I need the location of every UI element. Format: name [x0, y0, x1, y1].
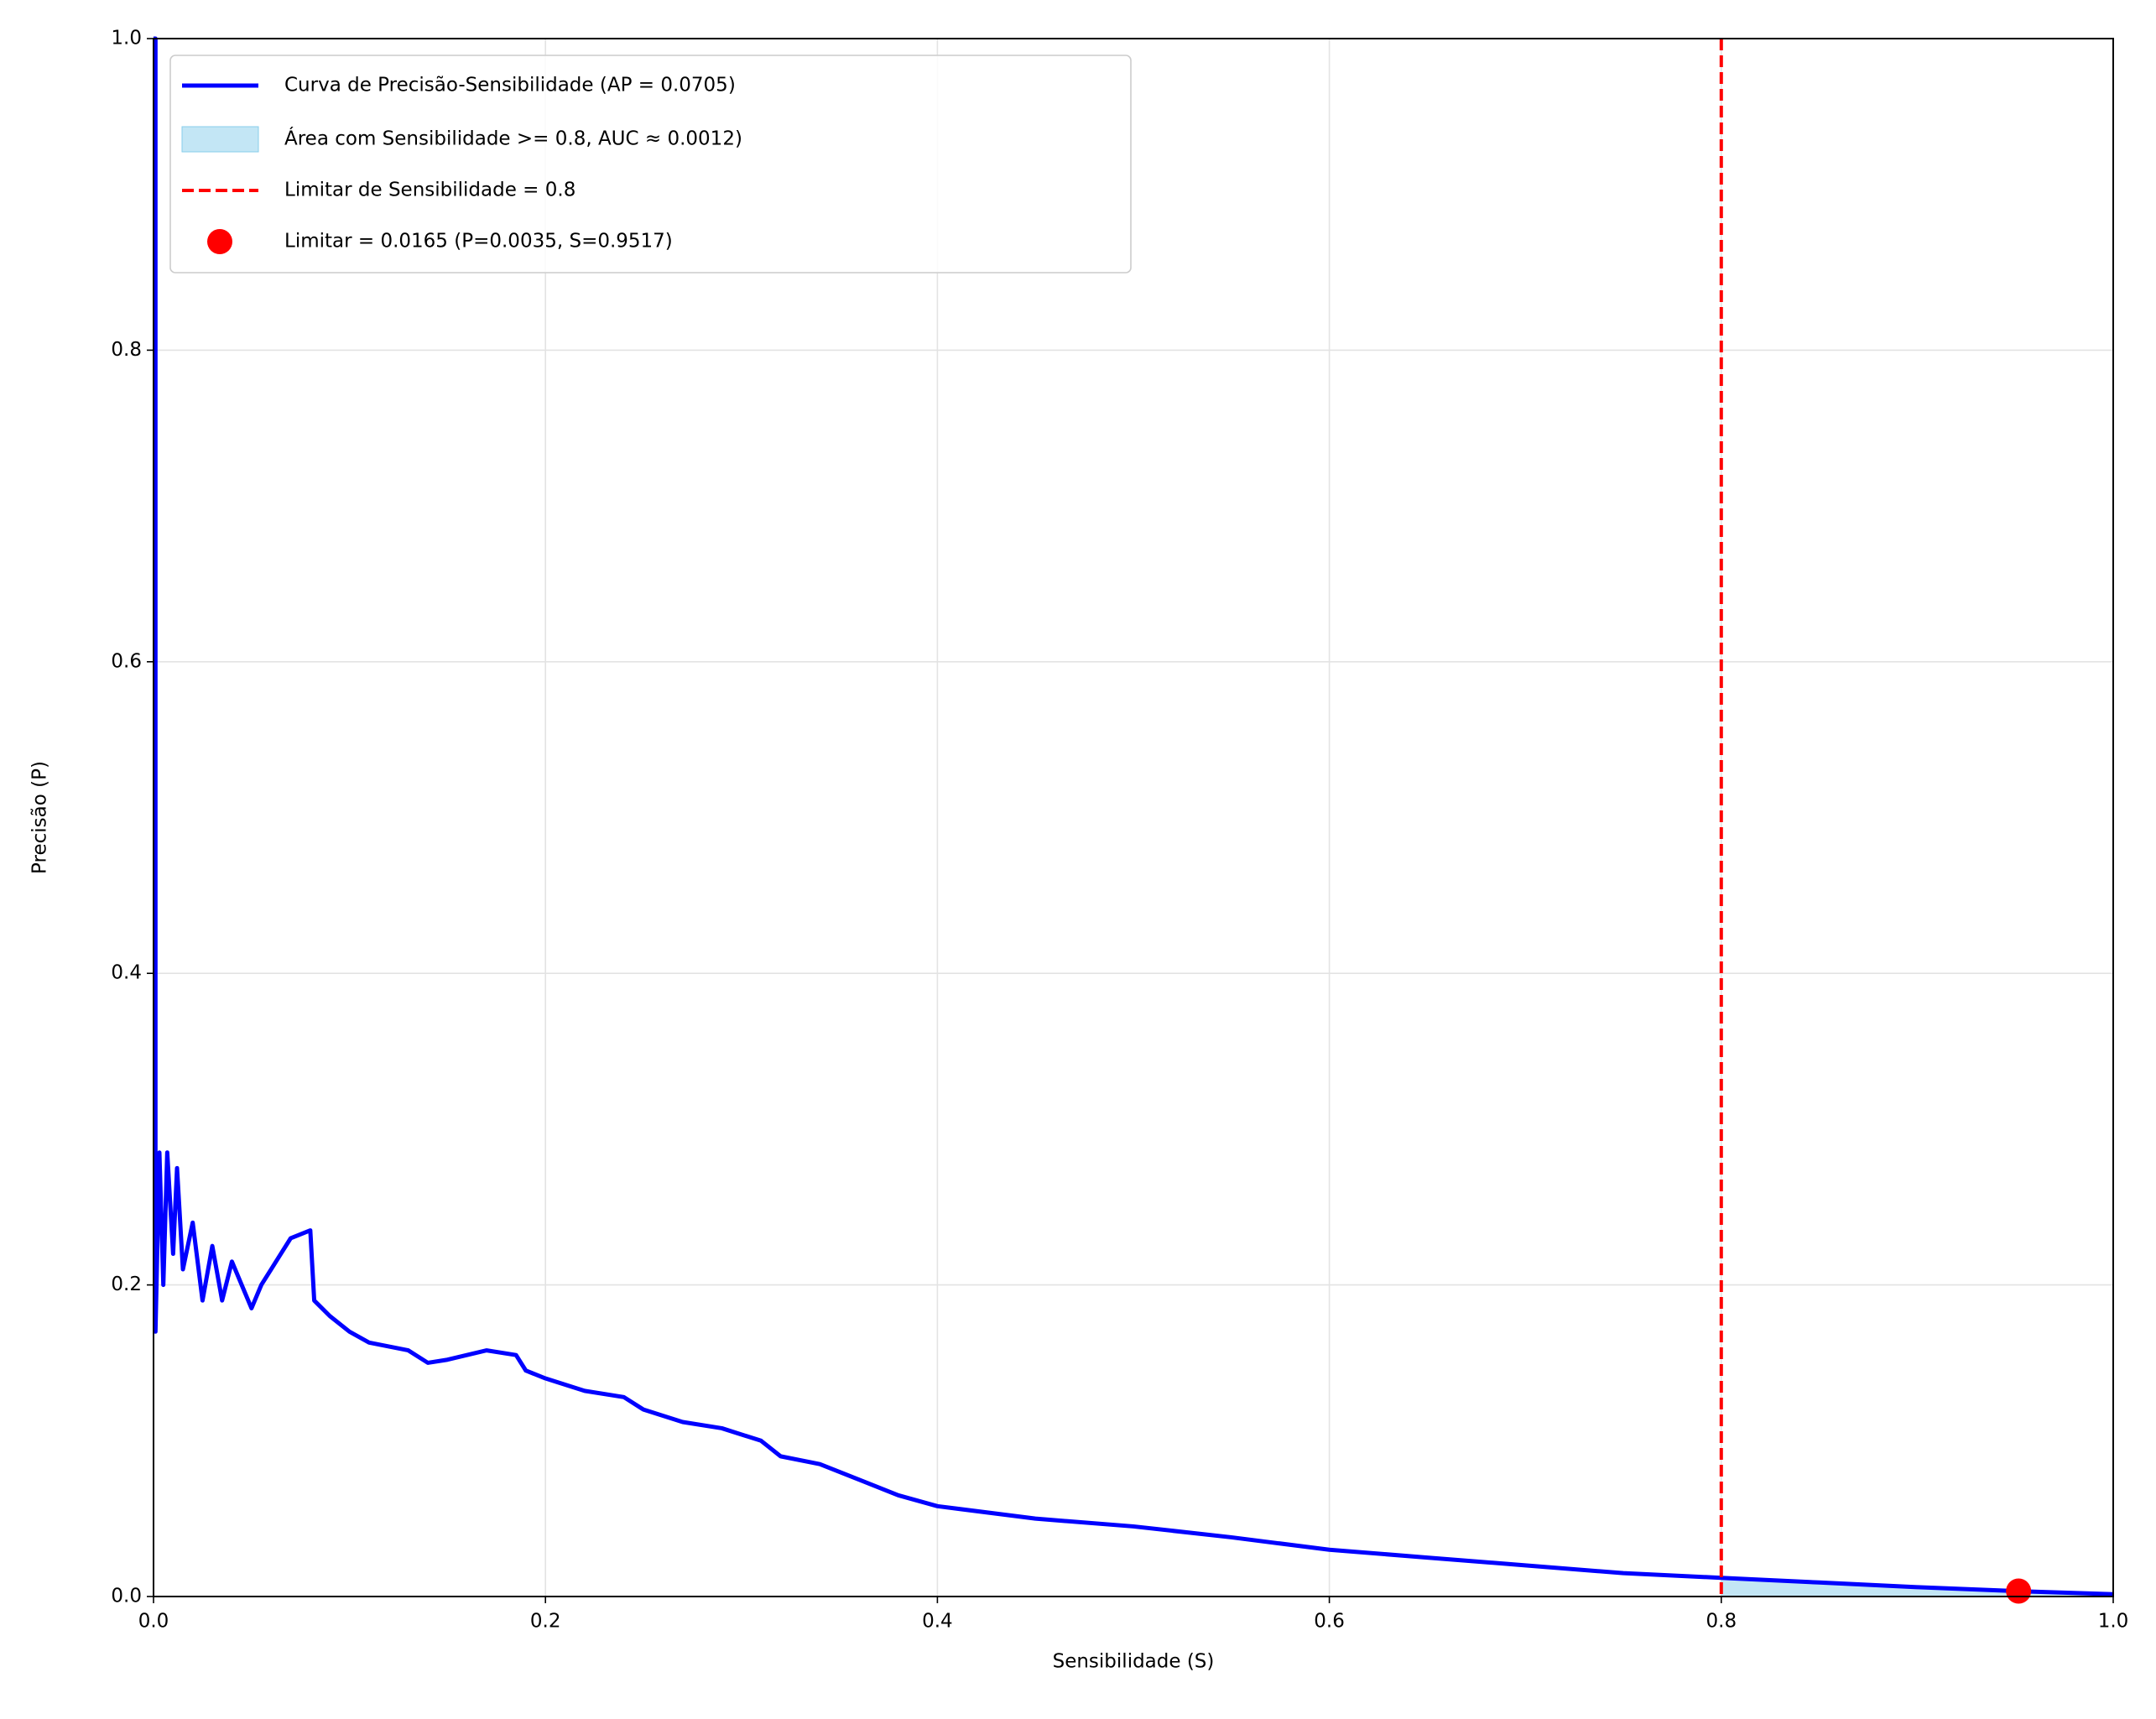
x-tick-label: 0.4 [922, 1611, 953, 1633]
pr-curve [153, 36, 2114, 1597]
x-tick-label: 0.8 [1706, 1611, 1737, 1633]
x-tick-label: 0.2 [530, 1611, 561, 1633]
x-tick-label: 1.0 [2098, 1611, 2129, 1633]
y-tick-label: 0.4 [111, 962, 142, 984]
legend-handle [181, 126, 259, 153]
axes-frame [153, 38, 2114, 1597]
legend-label: Área com Sensibilidade >= 0.8, AUC ≈ 0.0… [284, 127, 742, 150]
legend-label: Limitar de Sensibilidade = 0.8 [284, 180, 575, 201]
y-tick-label: 0.6 [111, 650, 142, 672]
legend-label: Curva de Precisão-Sensibilidade (AP = 0.… [284, 75, 736, 96]
x-tick-label: 0.0 [138, 1611, 169, 1633]
x-tick-label: 0.6 [1314, 1611, 1345, 1633]
y-tick-label: 0.2 [111, 1274, 142, 1295]
legend-handle [207, 229, 232, 254]
y-tick-label: 0.0 [111, 1586, 142, 1607]
y-axis-label: Precisão (P) [29, 761, 51, 874]
x-axis-label: Sensibilidade (S) [1053, 1651, 1215, 1673]
legend-box [169, 55, 1132, 273]
legend-label: Limitar = 0.0165 (P=0.0035, S=0.9517) [284, 231, 673, 253]
threshold-point [2006, 1578, 2032, 1604]
y-tick-label: 1.0 [111, 28, 142, 49]
y-tick-label: 0.8 [111, 339, 142, 361]
